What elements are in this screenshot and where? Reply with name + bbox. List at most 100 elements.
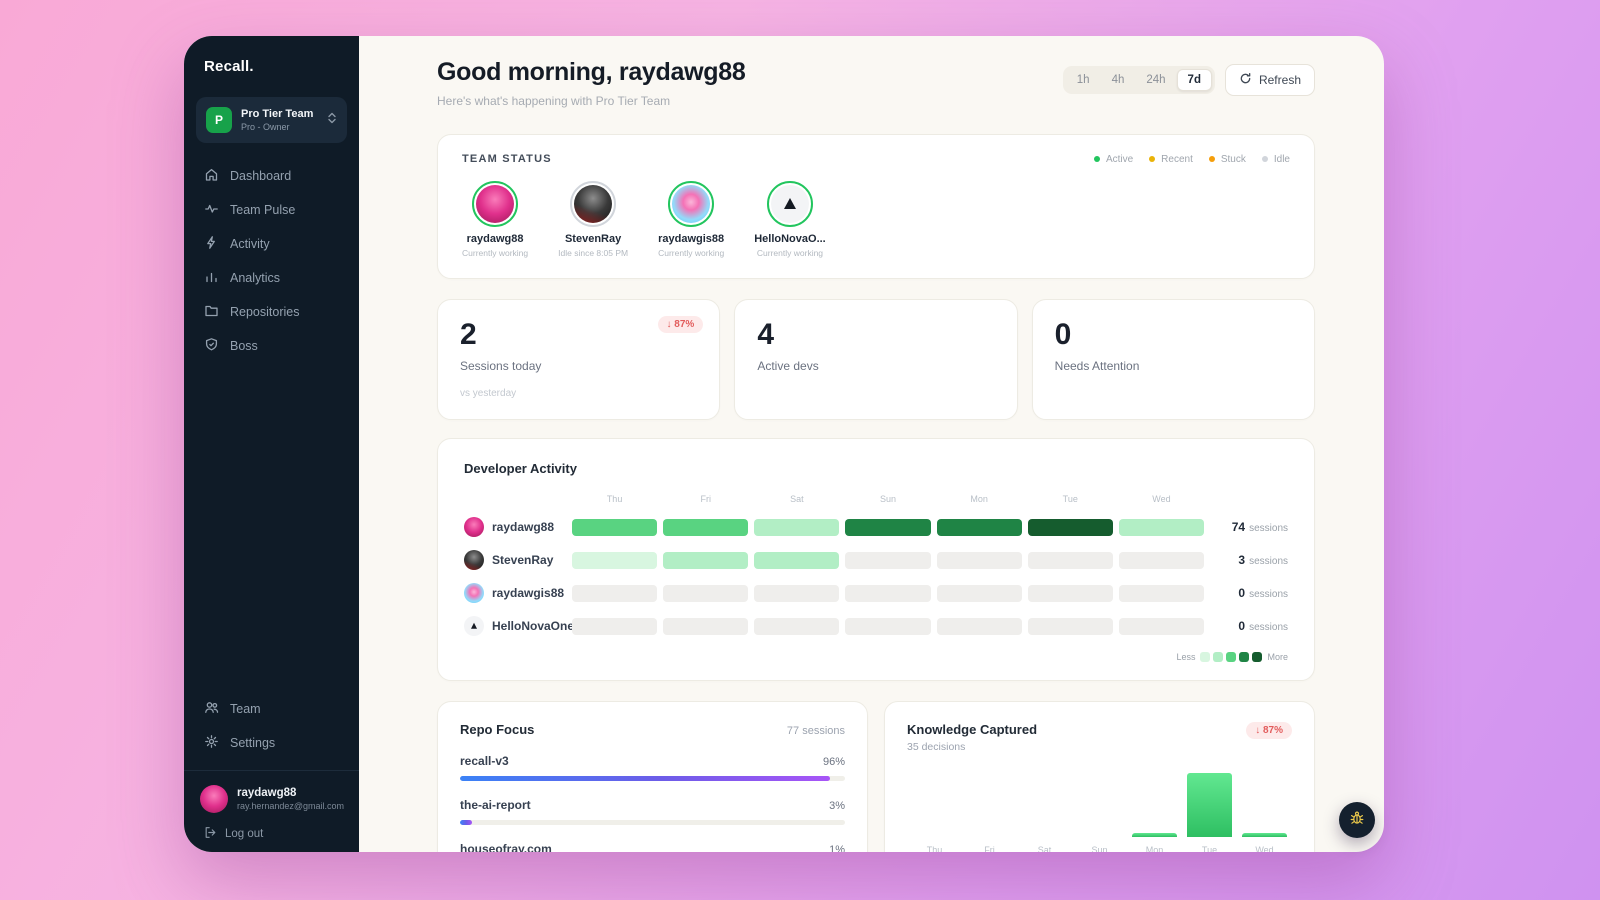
team-member[interactable]: raydawg88 Currently working bbox=[462, 181, 528, 258]
legend-swatch bbox=[1213, 652, 1224, 662]
repo-name: recall-v3 bbox=[460, 754, 509, 768]
session-number: 0 bbox=[1238, 586, 1246, 600]
team-status-header: TEAM STATUS Active Recent Stuck bbox=[462, 153, 1290, 165]
bar-chart-icon bbox=[204, 269, 219, 287]
range-button-4h[interactable]: 4h bbox=[1101, 69, 1136, 91]
logout-icon bbox=[204, 826, 217, 842]
member-status: Currently working bbox=[462, 248, 529, 258]
heatmap-legend: Less More bbox=[464, 652, 1288, 662]
sidebar-item-dashboard[interactable]: Dashboard bbox=[184, 159, 359, 193]
main-content: Good morning, raydawg88 Here's what's ha… bbox=[359, 36, 1384, 852]
session-number: 0 bbox=[1238, 619, 1246, 633]
sidebar: Recall. P Pro Tier Team Pro - Owner Dash… bbox=[184, 36, 359, 852]
legend-item-stuck: Stuck bbox=[1208, 154, 1246, 165]
heatmap-cell bbox=[572, 518, 658, 536]
legend-label: Recent bbox=[1161, 153, 1193, 165]
developer-activity-card: Developer Activity Thu Fri Sat Sun Mon Tue Wed… bbox=[437, 438, 1315, 681]
pulse-icon bbox=[204, 201, 219, 219]
heatmap-cell bbox=[845, 551, 931, 569]
avatar bbox=[200, 785, 228, 813]
bug-report-button[interactable] bbox=[1339, 802, 1375, 838]
heatmap-cell bbox=[845, 518, 931, 536]
sidebar-item-settings[interactable]: Settings bbox=[184, 726, 359, 760]
chevron-up-down-icon bbox=[327, 111, 337, 129]
refresh-icon bbox=[1239, 72, 1252, 88]
team-member[interactable]: raydawgis88 Currently working bbox=[658, 181, 724, 258]
decisions-count: 35 decisions bbox=[907, 741, 966, 753]
heatmap-row: raydawg88 74 sessions bbox=[464, 517, 1288, 537]
logout-button[interactable]: Log out bbox=[184, 819, 359, 842]
day-label: Sun bbox=[879, 494, 896, 504]
team-member[interactable]: StevenRay Idle since 8:05 PM bbox=[558, 181, 628, 258]
legend-item-active: Active bbox=[1093, 154, 1133, 165]
chart-column: Sun bbox=[1072, 761, 1127, 852]
knowledge-captured-card: Knowledge Captured 35 decisions ↓ 87% Th… bbox=[884, 701, 1315, 852]
sidebar-item-activity[interactable]: Activity bbox=[184, 227, 359, 261]
avatar bbox=[574, 185, 613, 223]
avatar bbox=[672, 185, 711, 223]
progress-track bbox=[460, 820, 845, 825]
chart-column: Sat bbox=[1017, 761, 1072, 852]
dev-identity: raydawg88 bbox=[464, 517, 572, 537]
gear-icon bbox=[204, 734, 219, 752]
heatmap-legend-swatches bbox=[1200, 652, 1263, 662]
heatmap-cell bbox=[845, 617, 931, 635]
user-profile[interactable]: raydawg88 ray.hernandez@gmail.com bbox=[184, 779, 359, 819]
user-meta: raydawg88 ray.hernandez@gmail.com bbox=[237, 787, 344, 811]
trend-badge: ↓ 87% bbox=[657, 316, 704, 333]
stats-row: ↓ 87% 2 Sessions today vs yesterday 4 Ac… bbox=[437, 299, 1315, 420]
repo-total-sessions: 77 sessions bbox=[786, 725, 845, 737]
heatmap-row: HelloNovaOne 0 sessions bbox=[464, 616, 1288, 636]
heatmap-cell bbox=[572, 551, 658, 569]
header-controls: 1h 4h 24h 7d Refresh bbox=[1062, 64, 1315, 96]
sidebar-item-boss[interactable]: Boss bbox=[184, 329, 359, 363]
range-button-7d[interactable]: 7d bbox=[1176, 69, 1212, 91]
progress-fill bbox=[460, 776, 830, 781]
sidebar-item-team[interactable]: Team bbox=[184, 692, 359, 726]
range-button-24h[interactable]: 24h bbox=[1135, 69, 1176, 91]
heatmap-cell bbox=[663, 584, 749, 602]
stat-card-sessions: ↓ 87% 2 Sessions today vs yesterday bbox=[437, 299, 721, 420]
refresh-label: Refresh bbox=[1258, 73, 1301, 87]
session-unit: sessions bbox=[1249, 556, 1288, 567]
chart-tick-label: Sat bbox=[1037, 845, 1052, 852]
refresh-button[interactable]: Refresh bbox=[1224, 64, 1315, 96]
legend-more-label: More bbox=[1267, 652, 1288, 662]
team-member[interactable]: HelloNovaO... Currently working bbox=[754, 181, 826, 258]
stat-card-needs-attention: 0 Needs Attention bbox=[1031, 299, 1315, 420]
avatar-ring bbox=[668, 181, 715, 227]
stat-label: Active devs bbox=[757, 359, 819, 373]
heatmap-cell bbox=[936, 518, 1022, 536]
knowledge-title-block: Knowledge Captured 35 decisions bbox=[907, 722, 1037, 753]
heatmap-cell bbox=[754, 551, 840, 569]
heatmap-cell bbox=[754, 584, 840, 602]
team-status-card: TEAM STATUS Active Recent Stuck bbox=[437, 134, 1315, 279]
session-count: 0 sessions bbox=[1204, 619, 1288, 633]
team-selector[interactable]: P Pro Tier Team Pro - Owner bbox=[196, 97, 347, 143]
sidebar-item-analytics[interactable]: Analytics bbox=[184, 261, 359, 295]
heatmap-cell bbox=[1027, 617, 1113, 635]
chart-tick-label: Wed bbox=[1255, 845, 1274, 852]
bug-icon bbox=[1349, 810, 1365, 831]
status-legend: Active Recent Stuck Idle bbox=[1093, 153, 1290, 165]
card-title: Knowledge Captured bbox=[907, 722, 1038, 737]
dev-name: HelloNovaOne bbox=[492, 619, 575, 633]
sidebar-item-label: Boss bbox=[230, 339, 258, 353]
sidebar-item-label: Activity bbox=[230, 237, 270, 251]
sidebar-item-repositories[interactable]: Repositories bbox=[184, 295, 359, 329]
user-name: raydawg88 bbox=[237, 787, 297, 799]
user-email: ray.hernandez@gmail.com bbox=[237, 801, 345, 811]
heatmap-row: StevenRay 3 sessions bbox=[464, 550, 1288, 570]
dev-name: StevenRay bbox=[492, 553, 554, 567]
progress-fill bbox=[460, 820, 472, 825]
range-button-1h[interactable]: 1h bbox=[1066, 69, 1101, 91]
trend-badge: ↓ 87% bbox=[1246, 722, 1292, 739]
day-label: Wed bbox=[1152, 494, 1171, 504]
heatmap-cell bbox=[1027, 584, 1113, 602]
sidebar-item-team-pulse[interactable]: Team Pulse bbox=[184, 193, 359, 227]
team-members: raydawg88 Currently working StevenRay Id… bbox=[462, 181, 1290, 258]
time-range-group: 1h 4h 24h 7d bbox=[1062, 66, 1215, 94]
day-label: Fri bbox=[700, 494, 711, 504]
heatmap-header: Thu Fri Sat Sun Mon Tue Wed bbox=[464, 494, 1288, 504]
sidebar-item-label: Repositories bbox=[230, 305, 300, 319]
